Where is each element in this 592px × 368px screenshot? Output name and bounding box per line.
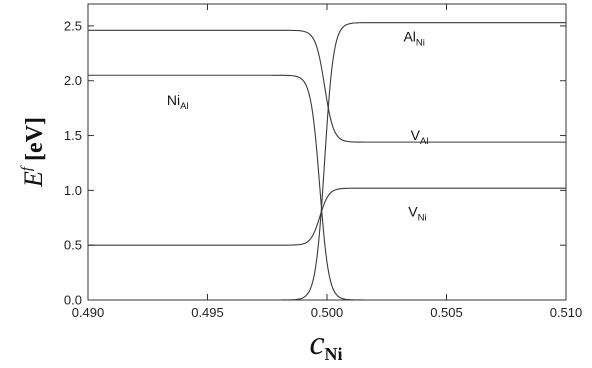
series-line-v-ni: [88, 187, 566, 246]
curve-label-al-ni: AlNi: [403, 28, 424, 48]
curve-group: [88, 22, 566, 301]
y-axis: 0.0 0.5 1.0 1.5 2.0 2.5: [64, 18, 566, 308]
plot-frame: [87, 3, 567, 301]
x-tick-label: 0.510: [550, 305, 583, 320]
x-tick-label: 0.490: [72, 305, 105, 320]
series-line-v-al: [88, 29, 566, 143]
curve-label-v-al: VAl: [411, 127, 429, 147]
y-tick-label: 1.5: [64, 128, 82, 143]
annotation-group: AlNi NiAl VAl VNi: [167, 28, 429, 223]
curve-label-v-ni: VNi: [408, 204, 426, 224]
curve-label-ni-al: NiAl: [167, 92, 189, 112]
y-tick-label: 2.5: [64, 18, 82, 33]
y-tick-label: 2.0: [64, 73, 82, 88]
y-axis-title: Ef[eV]: [19, 117, 48, 188]
x-tick-label: 0.495: [191, 305, 224, 320]
x-axis: 0.490 0.495 0.500 0.505 0.510: [72, 4, 583, 320]
y-tick-label: 1.0: [64, 183, 82, 198]
x-tick-label: 0.505: [430, 305, 463, 320]
x-axis-title: cNi: [309, 325, 342, 364]
y-tick-label: 0.5: [64, 238, 82, 253]
y-tick-label: 0.0: [64, 293, 82, 308]
x-tick-label: 0.500: [311, 305, 344, 320]
